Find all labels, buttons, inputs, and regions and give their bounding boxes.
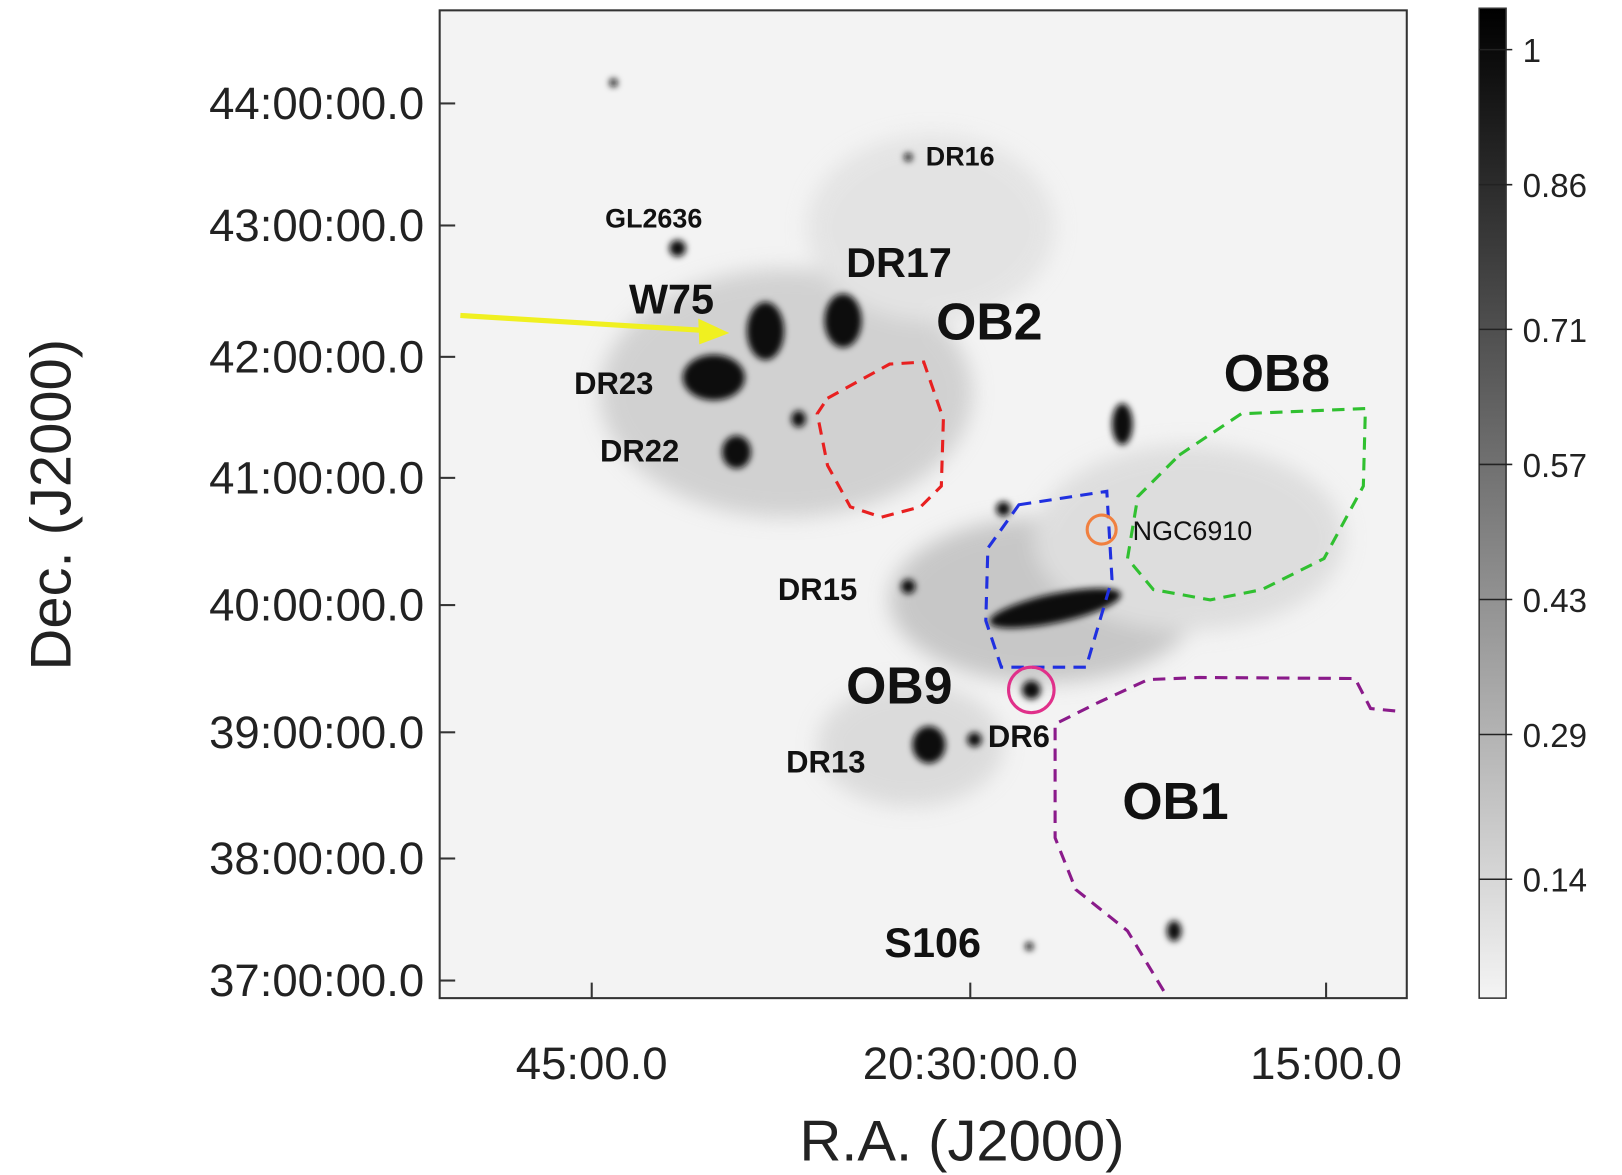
label: OB2 (936, 292, 1042, 350)
y-tick-label: 41:00:00.0 (209, 452, 424, 503)
label: DR6 (988, 719, 1050, 754)
y-tick-label: 38:00:00.0 (209, 833, 424, 884)
label: GL2636 (605, 204, 702, 234)
y-tick-label: 44:00:00.0 (209, 78, 424, 129)
label: DR13 (786, 745, 865, 780)
colorbar-tick-label: 0.14 (1523, 863, 1587, 900)
colorbar-tick-label: 0.57 (1523, 448, 1587, 485)
x-tick-label: 45:00.0 (516, 1038, 668, 1089)
label: NGC6910 (1133, 516, 1253, 546)
colorbar (1479, 8, 1506, 998)
colorbar-tick-label: 0.43 (1523, 583, 1587, 620)
label: S106 (884, 920, 981, 966)
colorbar-tick-label: 0.29 (1523, 718, 1587, 755)
x-tick-label: 15:00.0 (1250, 1038, 1402, 1089)
label: OB1 (1122, 772, 1228, 830)
y-axis-label: Dec. (J2000) (19, 339, 83, 671)
y-tick-label: 43:00:00.0 (209, 200, 424, 251)
page: {"axes":{"x_label":"R.A. (J2000)","y_lab… (0, 0, 1622, 1175)
label: W75 (629, 276, 714, 322)
x-axis-label: R.A. (J2000) (799, 1110, 1124, 1174)
label: OB8 (1224, 344, 1330, 402)
label: DR15 (778, 572, 857, 607)
label: DR22 (600, 433, 679, 468)
y-tick-label: 37:00:00.0 (209, 955, 424, 1006)
y-tick-label: 42:00:00.0 (209, 331, 424, 382)
label: DR17 (846, 240, 952, 286)
label: DR16 (926, 141, 995, 171)
figure: DR16 GL2636 DR17 W75 OB2 DR23 DR22 OB8 N… (0, 0, 1622, 1175)
y-tick-label: 40:00:00.0 (209, 580, 424, 631)
label: DR23 (574, 366, 653, 401)
label: OB9 (846, 656, 952, 714)
y-tick-label: 39:00:00.0 (209, 707, 424, 758)
x-tick-label: 20:30:00.0 (863, 1038, 1078, 1089)
colorbar-tick-label: 0.71 (1523, 313, 1587, 350)
colorbar-tick-label: 0.86 (1523, 168, 1587, 205)
colorbar-tick-label: 1 (1523, 33, 1541, 70)
